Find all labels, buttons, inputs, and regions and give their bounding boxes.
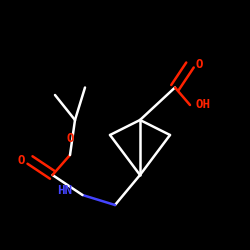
Text: O: O — [195, 58, 202, 71]
Text: HN: HN — [58, 184, 72, 196]
Text: OH: OH — [195, 98, 210, 112]
Text: O: O — [66, 132, 74, 145]
Text: O: O — [18, 154, 25, 166]
